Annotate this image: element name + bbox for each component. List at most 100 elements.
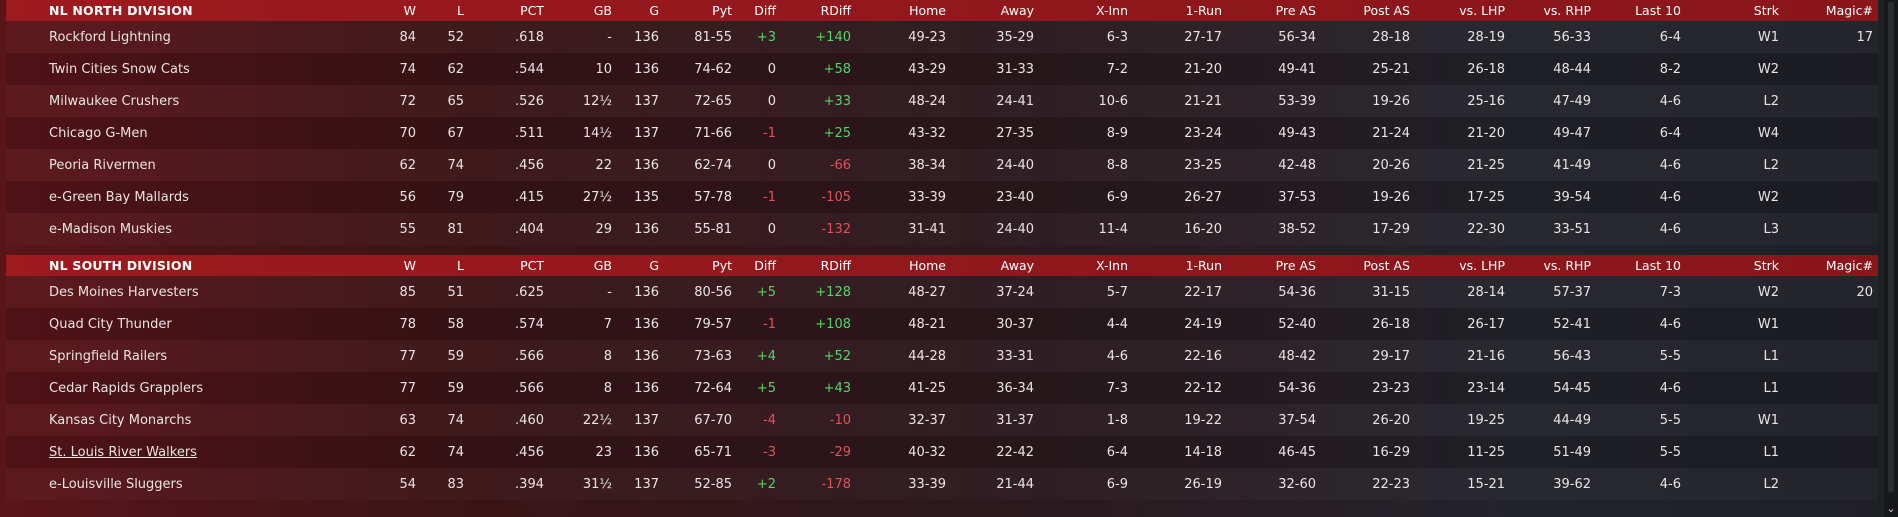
team-name-label[interactable]: Cedar Rapids Grapplers <box>49 380 204 396</box>
cell-home: 48-21 <box>908 316 946 332</box>
column-header-magic[interactable]: Magic# <box>1825 258 1873 273</box>
column-header-last10[interactable]: Last 10 <box>1635 258 1681 273</box>
cell-postas: 22-23 <box>1372 476 1410 492</box>
column-header-pct[interactable]: PCT <box>520 3 544 18</box>
cell-vrhp: 56-33 <box>1553 29 1591 45</box>
team-name-label[interactable]: Twin Cities Snow Cats <box>49 61 190 77</box>
column-header-home[interactable]: Home <box>909 3 946 18</box>
column-header-onerun[interactable]: 1-Run <box>1185 258 1222 273</box>
table-row[interactable]: St. Louis River Walkers 62 74 .456 23 136 65-7… <box>6 436 1878 468</box>
column-header-last10[interactable]: Last 10 <box>1635 3 1681 18</box>
cell-rdiff: +108 <box>815 316 851 332</box>
team-name[interactable]: Chicago G-Men <box>6 126 336 141</box>
column-header-pyt[interactable]: Pyt <box>712 3 732 18</box>
team-name[interactable]: Quad City Thunder <box>6 317 336 332</box>
column-header-pyt[interactable]: Pyt <box>712 258 732 273</box>
column-header-strk[interactable]: Strk <box>1753 3 1779 18</box>
table-row[interactable]: e-Louisville Sluggers 54 83 .394 31½ 137 52-85… <box>6 468 1878 500</box>
table-row[interactable]: Kansas City Monarchs 63 74 .460 22½ 137 67-70 -… <box>6 404 1878 436</box>
team-name-label[interactable]: Quad City Thunder <box>49 316 172 332</box>
team-name[interactable]: Milwaukee Crushers <box>6 94 336 109</box>
scrollbar-thumb[interactable] <box>1888 2 1894 492</box>
column-header-away[interactable]: Away <box>1000 258 1034 273</box>
column-header-rdiff[interactable]: RDiff <box>820 3 851 18</box>
cell-diff: +2 <box>756 476 776 492</box>
column-header-vlhp[interactable]: vs. LHP <box>1459 3 1505 18</box>
team-name[interactable]: St. Louis River Walkers <box>6 445 336 460</box>
column-header-rdiff[interactable]: RDiff <box>820 258 851 273</box>
team-name[interactable]: e-Madison Muskies <box>6 222 336 237</box>
table-row[interactable]: Rockford Lightning 84 52 .618 - 136 81-55 +3 +14… <box>6 21 1878 53</box>
column-header-onerun[interactable]: 1-Run <box>1185 3 1222 18</box>
table-row[interactable]: Cedar Rapids Grapplers 77 59 .566 8 136 72-64 +… <box>6 372 1878 404</box>
column-header-l[interactable]: L <box>457 3 464 18</box>
column-header-gb[interactable]: GB <box>593 3 612 18</box>
team-name[interactable]: Kansas City Monarchs <box>6 413 336 428</box>
team-name-label[interactable]: Kansas City Monarchs <box>49 412 192 428</box>
column-header-magic[interactable]: Magic# <box>1825 3 1873 18</box>
cell-vrhp: 51-49 <box>1553 444 1591 460</box>
table-row[interactable]: Twin Cities Snow Cats 74 62 .544 10 136 74-62 0… <box>6 53 1878 85</box>
cell-away: 30-37 <box>996 316 1034 332</box>
column-header-postas[interactable]: Post AS <box>1363 258 1410 273</box>
column-header-preas[interactable]: Pre AS <box>1275 258 1316 273</box>
column-header-diff[interactable]: Diff <box>754 258 776 273</box>
chevron-down-icon[interactable]: ⌄ <box>1886 502 1896 515</box>
column-header-l[interactable]: L <box>457 258 464 273</box>
table-row[interactable]: Des Moines Harvesters 85 51 .625 - 136 80-56 +5… <box>6 276 1878 308</box>
cell-vlhp: 28-19 <box>1467 29 1505 45</box>
column-header-xinn[interactable]: X-Inn <box>1096 258 1128 273</box>
table-row[interactable]: e-Madison Muskies 55 81 .404 29 136 55-81 0 -132… <box>6 213 1878 245</box>
column-header-postas[interactable]: Post AS <box>1363 3 1410 18</box>
table-row[interactable]: Chicago G-Men 70 67 .511 14½ 137 71-66 -1 +25 43-… <box>6 117 1878 149</box>
team-name[interactable]: Des Moines Harvesters <box>6 285 336 300</box>
team-name-label[interactable]: St. Louis River Walkers <box>49 444 197 460</box>
table-row[interactable]: Milwaukee Crushers 72 65 .526 12½ 137 72-65 0 +3… <box>6 85 1878 117</box>
team-name[interactable]: Rockford Lightning <box>6 30 336 45</box>
team-name-label[interactable]: e-Madison Muskies <box>49 221 172 237</box>
team-name-label[interactable]: Milwaukee Crushers <box>49 93 180 109</box>
table-row[interactable]: Springfield Railers 77 59 .566 8 136 73-63 +4 +5… <box>6 340 1878 372</box>
team-name-label[interactable]: Rockford Lightning <box>49 29 171 45</box>
team-name[interactable]: Peoria Rivermen <box>6 158 336 173</box>
cell-rdiff: -66 <box>829 157 851 173</box>
team-name[interactable]: e-Louisville Sluggers <box>6 477 336 492</box>
column-header-diff[interactable]: Diff <box>754 3 776 18</box>
team-name-label[interactable]: e-Green Bay Mallards <box>49 189 189 205</box>
cell-vlhp: 21-16 <box>1467 348 1505 364</box>
column-header-pct[interactable]: PCT <box>520 258 544 273</box>
cell-home: 48-24 <box>908 93 946 109</box>
cell-away: 24-40 <box>996 157 1034 173</box>
cell-home: 32-37 <box>908 412 946 428</box>
team-name-label[interactable]: Chicago G-Men <box>49 125 148 141</box>
team-name[interactable]: e-Green Bay Mallards <box>6 190 336 205</box>
column-header-w[interactable]: W <box>403 3 416 18</box>
table-row[interactable]: Quad City Thunder 78 58 .574 7 136 79-57 -1 +108… <box>6 308 1878 340</box>
vertical-scrollbar[interactable]: ⌄ <box>1884 0 1898 517</box>
cell-home: 38-34 <box>908 157 946 173</box>
cell-diff: +5 <box>756 380 776 396</box>
team-name[interactable]: Twin Cities Snow Cats <box>6 62 336 77</box>
team-name[interactable]: Springfield Railers <box>6 349 336 364</box>
column-header-home[interactable]: Home <box>909 258 946 273</box>
column-header-gb[interactable]: GB <box>593 258 612 273</box>
team-name-label[interactable]: e-Louisville Sluggers <box>49 476 183 492</box>
column-header-away[interactable]: Away <box>1000 3 1034 18</box>
table-row[interactable]: e-Green Bay Mallards 56 79 .415 27½ 135 57-78 -… <box>6 181 1878 213</box>
cell-xinn: 11-4 <box>1098 221 1128 237</box>
team-name-label[interactable]: Springfield Railers <box>49 348 168 364</box>
team-name[interactable]: Cedar Rapids Grapplers <box>6 381 336 396</box>
team-name-label[interactable]: Peoria Rivermen <box>49 157 156 173</box>
table-row[interactable]: Peoria Rivermen 62 74 .456 22 136 62-74 0 -66 38-… <box>6 149 1878 181</box>
column-header-vrhp[interactable]: vs. RHP <box>1543 3 1591 18</box>
column-header-g[interactable]: G <box>649 3 659 18</box>
cell-l: 62 <box>447 61 464 77</box>
column-header-g[interactable]: G <box>649 258 659 273</box>
column-header-vlhp[interactable]: vs. LHP <box>1459 258 1505 273</box>
column-header-strk[interactable]: Strk <box>1753 258 1779 273</box>
column-header-preas[interactable]: Pre AS <box>1275 3 1316 18</box>
column-header-xinn[interactable]: X-Inn <box>1096 3 1128 18</box>
column-header-w[interactable]: W <box>403 258 416 273</box>
column-header-vrhp[interactable]: vs. RHP <box>1543 258 1591 273</box>
team-name-label[interactable]: Des Moines Harvesters <box>49 284 199 300</box>
